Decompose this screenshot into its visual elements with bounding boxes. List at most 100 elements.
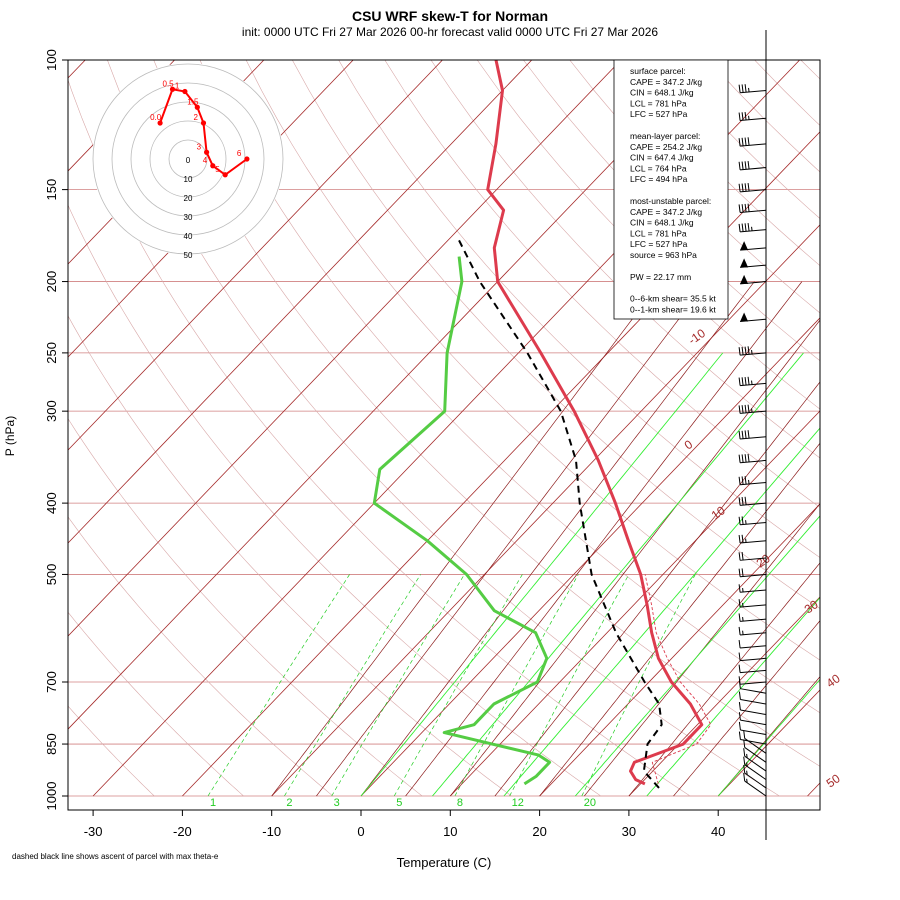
mixing-ratio-line xyxy=(509,574,630,797)
moist-adiabat-green xyxy=(646,596,820,797)
wind-barb-tick xyxy=(744,476,747,485)
stats-line: LCL = 781 hPa xyxy=(630,98,687,108)
isotherm-line xyxy=(450,410,820,797)
dry-adiabat-line xyxy=(199,60,820,714)
wind-barb-tick xyxy=(738,138,741,147)
hodograph-ring-label: 30 xyxy=(184,213,193,222)
wind-barb-tick xyxy=(738,552,741,561)
wind-barb-tick xyxy=(741,223,744,232)
wind-barb-tick xyxy=(738,377,741,386)
mixing-ratio-line xyxy=(284,574,421,797)
isotherm-label: 50 xyxy=(824,771,843,790)
isotherm-line xyxy=(628,596,820,797)
wind-barb-tick xyxy=(744,377,747,386)
wind-barb-staff xyxy=(740,632,767,636)
hodograph-ring-label: 0 xyxy=(186,156,191,165)
wind-barb-tick xyxy=(747,183,750,192)
dry-adiabat-line xyxy=(107,60,780,797)
dry-adiabat-line xyxy=(292,60,820,609)
moist-adiabat-line xyxy=(405,281,803,797)
wind-barb-staff xyxy=(740,688,767,694)
dry-adiabat-line xyxy=(68,418,423,797)
x-tick-label: 30 xyxy=(622,824,636,839)
wind-barb-half-tick xyxy=(742,587,744,593)
wind-barb-half-tick xyxy=(746,778,748,783)
wind-barb-tick xyxy=(744,137,747,146)
wind-barb-staff xyxy=(740,739,767,745)
y-tick-label: 300 xyxy=(44,400,59,422)
wind-barb-tick xyxy=(744,346,747,355)
wind-barb-staff xyxy=(740,229,767,233)
wind-barb-staff xyxy=(740,557,767,561)
wind-barb-tick xyxy=(744,84,747,93)
mixing-ratio-label: 12 xyxy=(512,797,524,809)
wind-barb-tick xyxy=(738,112,741,121)
wind-barb-tick xyxy=(738,454,741,463)
hodograph-point-label: 6 xyxy=(237,149,242,158)
stats-line: CIN = 647.4 J/kg xyxy=(630,153,694,163)
wind-barb-staff xyxy=(740,618,767,622)
wind-barb-staff xyxy=(740,89,767,94)
wind-barb-staff xyxy=(744,764,767,781)
x-tick-label: 0 xyxy=(357,824,364,839)
hodograph: 0 10 20 30 40 50 0.0 0.5 1 1.5 2 345 6 xyxy=(92,63,284,260)
dry-adiabat-line xyxy=(153,60,820,767)
wind-barb-tick xyxy=(738,639,741,649)
wind-barb-staff xyxy=(744,737,767,754)
wind-barb-tick xyxy=(741,183,744,192)
wind-barb-half-tick xyxy=(745,520,747,525)
isotherm-line xyxy=(717,689,820,797)
wind-barb-half-tick xyxy=(746,770,748,775)
wind-barb-tick xyxy=(744,430,747,439)
mixing-ratio-line xyxy=(207,574,350,797)
mixing-ratio-label: 2 xyxy=(286,797,292,809)
wind-barb-tick xyxy=(747,223,750,232)
stats-line: most-unstable parcel: xyxy=(630,196,711,206)
hodograph-ring xyxy=(111,82,265,236)
wind-barb-staff xyxy=(740,352,767,356)
wind-barb-tick xyxy=(743,739,746,748)
wind-barb-staff xyxy=(740,719,767,726)
wind-barb-tick xyxy=(738,204,741,213)
wind-barb-tick xyxy=(741,137,744,146)
stats-line: mean-layer parcel: xyxy=(630,131,700,141)
wind-barb-tick xyxy=(741,84,744,93)
wind-barb-half-tick xyxy=(745,538,747,543)
y-tick-label: 200 xyxy=(44,271,59,293)
wind-barb-staff xyxy=(740,189,767,193)
dry-adiabat-line xyxy=(430,60,820,459)
wind-barb-tick xyxy=(747,346,750,355)
hodograph-point-label: 5 xyxy=(215,165,220,174)
wind-barb-tick xyxy=(744,111,747,121)
wind-barb-tick xyxy=(738,568,741,577)
wind-barb-staff xyxy=(740,209,767,213)
wind-barb-half-tick xyxy=(742,617,744,622)
wind-barb-tick xyxy=(738,516,741,525)
profile-dewpoint xyxy=(372,256,552,786)
mixing-ratio-line xyxy=(331,574,465,797)
wind-barb-tick xyxy=(741,377,744,386)
dry-adiabat-line xyxy=(338,60,820,558)
hodograph-point-label: 1 xyxy=(175,82,180,91)
wind-barb-staff xyxy=(740,382,767,387)
wind-barb-staff xyxy=(740,729,767,736)
y-tick-label: 100 xyxy=(44,49,59,71)
stats-line: CIN = 648.1 J/kg xyxy=(630,218,694,228)
wind-barb-staff xyxy=(740,709,767,716)
wind-barb-staff xyxy=(744,746,767,763)
wind-barb-tick xyxy=(738,584,741,593)
wind-barb-tick xyxy=(738,534,741,544)
wind-barb-tick xyxy=(738,347,741,356)
moist-adiabat-green xyxy=(503,427,820,797)
wind-barb-tick xyxy=(738,731,741,740)
hodograph-ring xyxy=(168,139,208,179)
wind-barb-tick xyxy=(744,454,747,463)
wind-barb-staff xyxy=(740,604,767,608)
stats-line: CAPE = 347.2 J/kg xyxy=(630,77,702,87)
wind-barb-tick xyxy=(741,568,744,577)
hodograph-ring xyxy=(149,120,227,198)
wind-barb-staff xyxy=(740,681,767,685)
moist-adiabat-line xyxy=(494,381,820,797)
wind-barb-staff xyxy=(740,521,767,526)
wind-barb-tick xyxy=(747,453,750,462)
